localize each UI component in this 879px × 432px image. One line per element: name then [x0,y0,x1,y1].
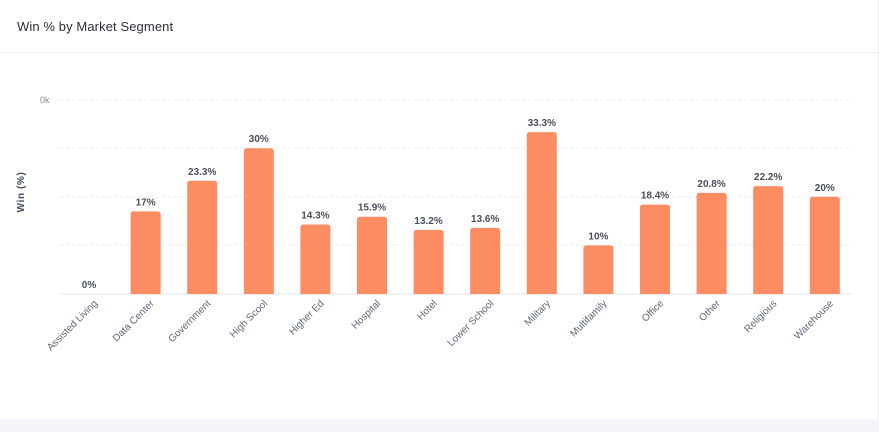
x-tick-label: Assisted Living [45,298,100,353]
x-tick-label: Higher Ed [287,298,326,337]
x-tick-label: Warehouse [792,298,836,342]
data-label: 17% [136,197,156,208]
x-tick-label: Hotel [415,298,439,322]
bar [696,192,727,294]
x-tick-label: Military [523,298,553,328]
data-label: 33.3% [528,118,556,129]
data-label: 30% [249,134,269,145]
bar [753,186,784,294]
y-axis-label: Win (%) [16,172,27,213]
data-label: 23.3% [188,167,216,178]
bar [300,224,331,294]
x-tick-label: Lower School [446,298,497,349]
bar [640,204,670,294]
bar [809,196,840,294]
bar [187,180,218,294]
bar [470,227,501,294]
bar [526,132,557,294]
x-tick-label: Government [167,298,214,345]
x-tick-label: Multifamily [568,298,609,339]
x-tick-label: Hospital [350,298,383,331]
data-label: 10% [588,231,608,242]
data-label: 18.4% [641,191,669,202]
x-tick-label: High Scool [228,298,270,340]
card-header: Win % by Market Segment [0,0,878,53]
data-label: 14.3% [301,211,329,222]
bar [130,211,161,294]
bar [243,148,274,294]
data-label: 13.2% [414,216,442,227]
x-tick-label: Religious [742,298,779,335]
data-label: 20.8% [697,179,725,190]
data-label: 20% [815,183,835,194]
chart-title: Win % by Market Segment [17,19,174,34]
x-tick-label: Data Center [111,298,157,344]
chart-card: Win % by Market Segment 0k Win (%) 0% Assis… [0,0,879,419]
x-tick-label: Other [697,298,723,324]
page-footer-strip [0,419,879,432]
bar [357,216,387,294]
data-label: 13.6% [471,214,499,225]
y-tick-label: 0k [40,95,50,105]
bar-chart: 0k Win (%) 0% Assisted Living 17% Data Center… [16,95,852,353]
data-label: 0% [82,280,97,291]
data-label: 22.2% [754,172,782,183]
bar [583,245,614,294]
x-tick-label: Office [640,298,666,324]
data-label: 15.9% [358,203,386,214]
bar [413,229,444,294]
